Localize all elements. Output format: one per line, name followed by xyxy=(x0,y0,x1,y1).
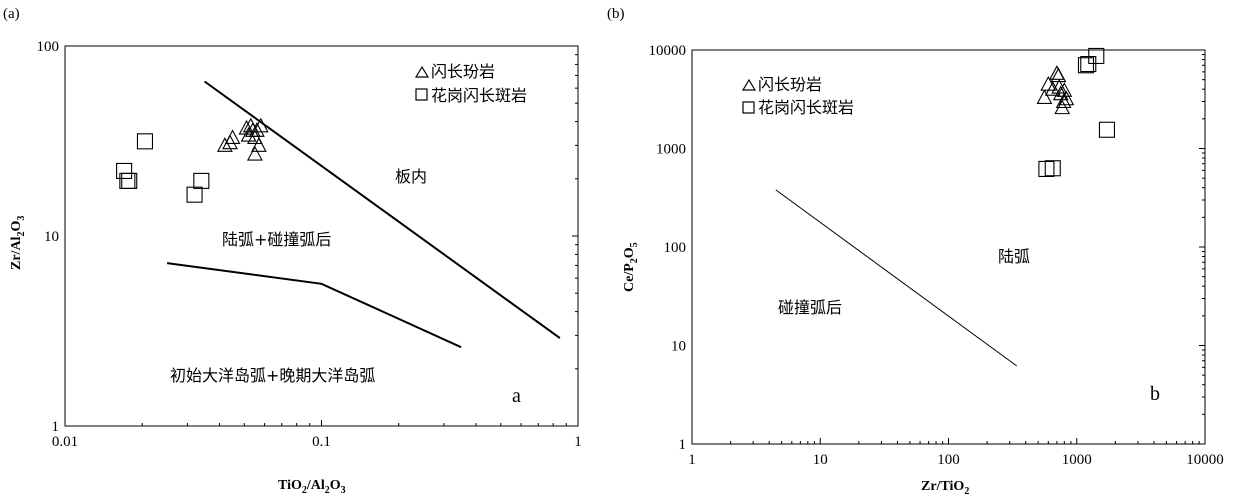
data-point-square xyxy=(1088,47,1105,65)
panel-b-x-axis-title: Zr/TiO2 xyxy=(921,479,969,497)
boundary-line-2 xyxy=(166,262,462,349)
panel-b-legend: 闪长玢岩 花岗闪长斑岩 xyxy=(741,75,854,117)
legend-label-granodiorite-porphyry: 花岗闪长斑岩 xyxy=(431,86,527,105)
x-tick-label: 1 xyxy=(574,434,582,450)
data-point-square xyxy=(1038,160,1055,177)
y-tick-label: 10000 xyxy=(649,43,687,59)
panel-b-y-axis-title: Ce/P2O5 xyxy=(622,242,640,292)
data-point-triangle xyxy=(250,137,267,152)
data-point-triangle xyxy=(1036,89,1053,104)
panel-a-corner-label: a xyxy=(512,385,521,407)
data-point-triangle xyxy=(246,129,263,145)
data-point-triangle xyxy=(222,134,238,150)
x-tick-label: 0.01 xyxy=(52,434,78,450)
panel-b-ticks: 1 10 100 1000 10000 1 10 100 1000 10000 xyxy=(649,43,1224,468)
panel-a-legend: 闪长玢岩 花岗闪长斑岩 xyxy=(414,62,527,105)
legend-triangle-icon xyxy=(414,65,430,78)
x-tick-label: 1000 xyxy=(1062,452,1092,468)
legend-square-icon xyxy=(415,88,428,101)
data-point-triangle xyxy=(248,122,265,137)
panel-b-corner-label: b xyxy=(1150,383,1160,405)
legend-label-diorite-porphyrite: 闪长玢岩 xyxy=(758,75,822,94)
data-point-triangle xyxy=(1048,65,1065,80)
data-point-square xyxy=(1044,160,1061,177)
panel-a-x-axis-title: TiO2/Al2O3 xyxy=(278,478,346,496)
x-tick-label: 1 xyxy=(688,452,696,468)
panel-a-label: (a) xyxy=(3,6,20,22)
data-point-triangle xyxy=(216,137,233,152)
region-label-oceanic-arc: 初始大洋岛弧+晚期大洋岛弧 xyxy=(170,366,375,385)
y-tick-label: 100 xyxy=(664,240,687,256)
data-point-triangle xyxy=(1044,81,1061,96)
region-label-continental-arc-postcollision: 陆弧+碰撞弧后 xyxy=(222,230,331,249)
data-point-square xyxy=(1077,57,1095,74)
y-tick-label: 10 xyxy=(671,339,686,355)
data-point-square xyxy=(136,133,154,150)
data-point-square xyxy=(1098,121,1116,138)
y-tick-label: 1 xyxy=(679,437,687,453)
panel-b-boundary-lines xyxy=(775,189,1017,367)
y-tick-label: 1 xyxy=(52,419,60,435)
panel-b-label: (b) xyxy=(607,6,625,22)
data-point-square xyxy=(121,172,138,189)
legend-label-diorite-porphyrite: 闪长玢岩 xyxy=(431,62,495,81)
x-tick-label: 100 xyxy=(937,452,960,468)
y-tick-label: 100 xyxy=(37,39,60,55)
boundary-line-1 xyxy=(775,189,1017,367)
region-label-continental-arc: 陆弧 xyxy=(998,247,1030,266)
legend-label-granodiorite-porphyry: 花岗闪长斑岩 xyxy=(758,98,854,117)
data-point-triangle xyxy=(1055,93,1072,109)
boundary-line-1 xyxy=(204,80,561,339)
legend-square-icon xyxy=(742,101,755,114)
region-label-postcollision: 碰撞弧后 xyxy=(778,298,842,317)
y-tick-label: 1000 xyxy=(656,142,686,158)
panel-b-points xyxy=(1036,47,1116,177)
region-label-within-plate: 板内 xyxy=(395,167,427,186)
panel-a: (a) 0.01 0.1 1 1 10 100 板内 陆弧+碰撞弧后 初始大洋岛弧+晚期大… xyxy=(3,6,582,496)
x-tick-label: 0.1 xyxy=(312,434,331,450)
panel-b: (b) 1 10 100 1000 10000 1 10 100 1000 10000 陆弧 碰撞… xyxy=(607,6,1224,497)
legend-triangle-icon xyxy=(741,78,757,91)
data-point-triangle xyxy=(246,145,263,161)
data-point-square xyxy=(193,172,210,189)
panel-a-ticks: 0.01 0.1 1 1 10 100 xyxy=(37,39,582,450)
data-point-triangle xyxy=(1058,90,1075,106)
x-tick-label: 10 xyxy=(813,452,828,468)
panel-a-y-axis-title: Zr/Al2O3 xyxy=(9,216,27,270)
data-point-triangle xyxy=(224,129,241,145)
data-point-square xyxy=(186,186,203,203)
panel-a-boundary-lines xyxy=(166,80,561,349)
y-tick-label: 10 xyxy=(44,229,59,245)
panel-a-points xyxy=(116,117,269,203)
x-tick-label: 10000 xyxy=(1186,452,1224,468)
data-point-square xyxy=(116,162,133,179)
data-point-triangle xyxy=(252,117,269,133)
